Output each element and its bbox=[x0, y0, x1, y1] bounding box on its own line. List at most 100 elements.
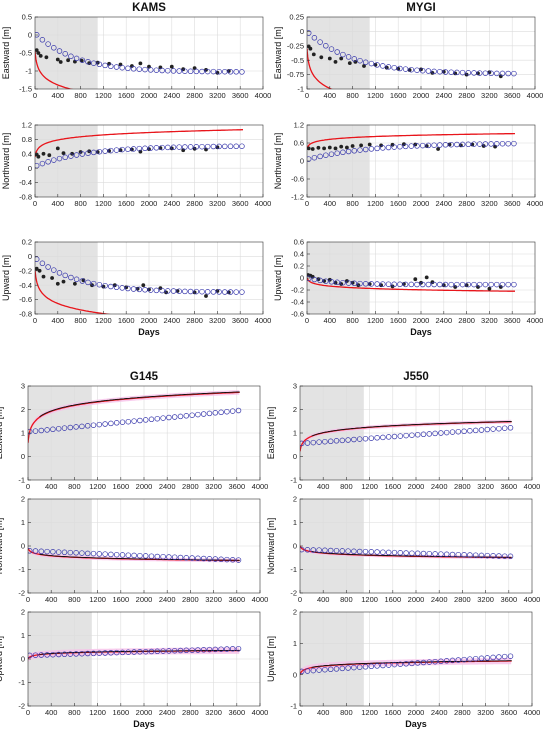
simulation-marker bbox=[414, 550, 421, 557]
simulation-marker bbox=[212, 410, 219, 416]
y-tick-label: 1 bbox=[293, 429, 297, 438]
y-tick-label: 0.4 bbox=[22, 149, 32, 158]
x-tick-label: 4000 bbox=[255, 199, 272, 208]
simulation-marker bbox=[391, 64, 397, 71]
simulation-marker bbox=[448, 281, 454, 288]
simulation-marker bbox=[177, 413, 184, 420]
simulation-marker bbox=[235, 407, 242, 414]
simulation-marker bbox=[159, 144, 165, 151]
model-line bbox=[35, 50, 74, 89]
simulation-marker bbox=[218, 556, 224, 563]
simulation-marker bbox=[73, 651, 79, 657]
simulation-marker bbox=[431, 142, 437, 148]
simulation-marker bbox=[374, 145, 380, 152]
simulation-marker bbox=[437, 281, 443, 288]
simulation-marker bbox=[102, 148, 108, 154]
simulation-marker bbox=[224, 646, 230, 652]
observation-point bbox=[204, 147, 208, 152]
simulation-marker bbox=[90, 422, 97, 428]
observation-point bbox=[61, 279, 66, 284]
x-tick-label: 4000 bbox=[527, 316, 544, 325]
fit-line bbox=[39, 391, 240, 418]
simulation-marker bbox=[55, 651, 62, 658]
simulation-marker bbox=[490, 553, 496, 559]
observation-point bbox=[322, 279, 326, 283]
series-layer bbox=[35, 129, 245, 169]
simulation-marker bbox=[61, 425, 68, 431]
x-tick-label: 1600 bbox=[112, 708, 129, 717]
y-tick-label: 0.2 bbox=[22, 238, 32, 247]
simulation-marker bbox=[222, 289, 228, 295]
simulation-marker bbox=[108, 420, 114, 427]
y-axis-label: Eastward [m] bbox=[273, 27, 283, 80]
simulation-marker bbox=[425, 142, 432, 149]
x-tick-label: 2800 bbox=[458, 91, 475, 100]
x-tick-label: 3200 bbox=[205, 595, 222, 604]
simulation-marker bbox=[206, 646, 213, 653]
simulation-marker bbox=[136, 145, 143, 152]
simulation-marker bbox=[176, 288, 182, 294]
simulation-marker bbox=[206, 556, 213, 562]
x-tick-label: 4000 bbox=[524, 595, 541, 604]
simulation-marker bbox=[322, 438, 328, 445]
x-tick-label: 2400 bbox=[159, 595, 176, 604]
simulation-marker bbox=[96, 650, 103, 656]
x-tick-label: 3600 bbox=[228, 708, 245, 717]
y-tick-label: -1 bbox=[18, 678, 25, 687]
simulation-marker bbox=[160, 648, 166, 654]
simulation-marker bbox=[403, 550, 409, 556]
simulation-marker bbox=[505, 140, 511, 147]
simulation-marker bbox=[61, 651, 68, 658]
y-tick-label: -0.4 bbox=[19, 281, 32, 290]
simulation-marker bbox=[55, 425, 62, 432]
observation-point bbox=[367, 282, 372, 286]
x-tick-label: 3200 bbox=[205, 482, 222, 491]
simulation-marker bbox=[137, 552, 143, 559]
observation-point bbox=[175, 289, 180, 293]
x-tick-label: 2000 bbox=[413, 91, 430, 100]
simulation-marker bbox=[304, 440, 311, 446]
simulation-marker bbox=[391, 549, 398, 556]
simulation-marker bbox=[73, 550, 79, 556]
simulation-marker bbox=[229, 646, 236, 652]
simulation-marker bbox=[147, 67, 154, 73]
simulation-marker bbox=[79, 650, 85, 657]
simulation-marker bbox=[50, 651, 56, 658]
model-line bbox=[35, 129, 243, 158]
simulation-marker bbox=[322, 547, 328, 554]
y-tick-label: 0.5 bbox=[22, 13, 32, 22]
simulation-marker bbox=[212, 646, 219, 653]
simulation-marker bbox=[368, 549, 375, 555]
x-tick-label: 2800 bbox=[458, 199, 475, 208]
x-tick-label: 2400 bbox=[163, 91, 180, 100]
fit-line bbox=[311, 551, 512, 558]
simulation-marker bbox=[183, 555, 190, 561]
y-tick-label: -1.2 bbox=[291, 193, 304, 202]
simulation-marker bbox=[333, 666, 340, 672]
simulation-marker bbox=[420, 550, 427, 557]
simulation-marker bbox=[317, 153, 323, 160]
observation-point bbox=[436, 147, 440, 151]
simulation-marker bbox=[108, 551, 114, 558]
simulation-marker bbox=[125, 552, 132, 558]
simulation-marker bbox=[368, 435, 375, 441]
y-tick-label: 0.4 bbox=[294, 250, 304, 259]
early-period-shading bbox=[307, 17, 370, 89]
uncertainty-band bbox=[300, 657, 512, 678]
x-tick-label: 1200 bbox=[367, 199, 384, 208]
y-axis-label: Eastward [m] bbox=[266, 407, 276, 460]
simulation-marker bbox=[189, 412, 195, 418]
x-tick-label: 1600 bbox=[112, 482, 129, 491]
x-tick-label: 400 bbox=[317, 482, 330, 491]
simulation-marker bbox=[317, 277, 323, 284]
simulation-marker bbox=[449, 551, 456, 558]
simulation-marker bbox=[229, 557, 236, 563]
simulation-marker bbox=[397, 433, 404, 439]
simulation-marker bbox=[476, 141, 483, 147]
y-tick-label: -0.6 bbox=[291, 175, 304, 184]
simulation-marker bbox=[125, 285, 131, 292]
x-tick-label: 3600 bbox=[228, 482, 245, 491]
simulation-marker bbox=[356, 548, 363, 555]
simulation-marker bbox=[472, 427, 479, 434]
simulation-marker bbox=[165, 288, 171, 294]
